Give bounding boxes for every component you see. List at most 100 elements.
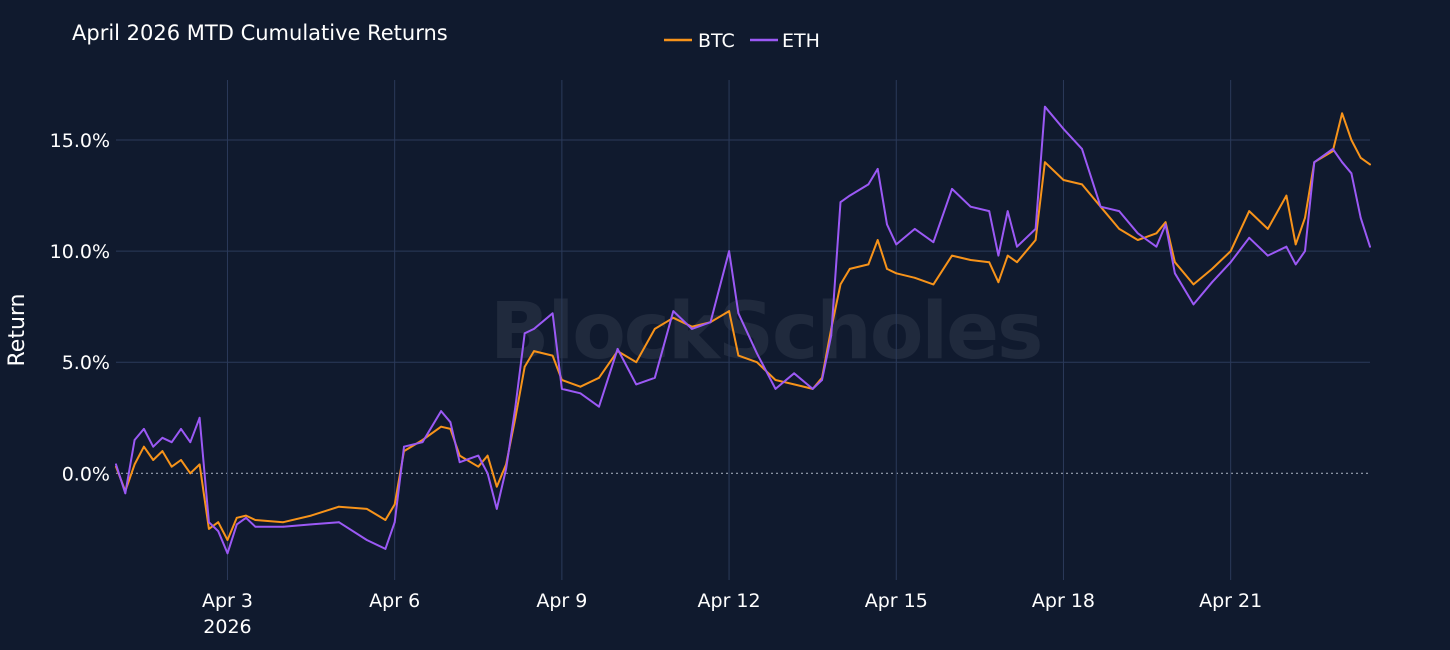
- data-point-eth-58: [913, 228, 916, 230]
- data-point-btc-79: [1248, 210, 1251, 213]
- data-point-eth-45: [737, 312, 740, 315]
- data-point-btc-53: [848, 268, 851, 270]
- data-point-btc-65: [1016, 261, 1018, 264]
- data-point-btc-34: [551, 354, 554, 357]
- x-tick-label-5: Apr 18: [1032, 590, 1095, 612]
- data-point-eth-59: [932, 241, 935, 244]
- data-point-eth-31: [514, 405, 517, 408]
- data-point-btc-36: [579, 385, 582, 388]
- data-point-eth-60: [951, 188, 953, 190]
- data-point-eth-20: [384, 548, 387, 550]
- data-point-btc-62: [988, 261, 991, 264]
- data-point-btc-6: [170, 465, 173, 468]
- data-point-btc-7: [180, 459, 182, 461]
- y-tick-label-2: 10.0%: [50, 241, 110, 263]
- x-tick-label-1: Apr 6: [369, 590, 420, 612]
- data-point-eth-24: [440, 410, 442, 412]
- data-point-eth-3: [143, 428, 145, 430]
- data-point-btc-76: [1192, 283, 1195, 286]
- data-point-eth-39: [635, 383, 638, 386]
- data-point-btc-21: [393, 503, 396, 506]
- data-point-btc-16: [282, 521, 285, 524]
- data-point-btc-8: [189, 472, 192, 475]
- data-point-btc-44: [728, 310, 730, 312]
- series-line-eth: [115, 105, 1371, 555]
- data-point-eth-77: [1211, 281, 1213, 284]
- data-point-btc-60: [951, 254, 953, 257]
- data-point-eth-82: [1294, 263, 1297, 266]
- data-point-eth-30: [505, 468, 507, 470]
- data-point-eth-71: [1118, 210, 1121, 213]
- data-point-btc-69: [1081, 183, 1083, 186]
- data-point-eth-33: [533, 328, 535, 330]
- data-point-btc-78: [1229, 250, 1232, 253]
- data-point-eth-0: [115, 463, 117, 466]
- x-tick-label-2: Apr 9: [536, 590, 587, 612]
- data-point-eth-64: [1006, 210, 1009, 213]
- x-tick-label-6: Apr 21: [1199, 590, 1262, 612]
- data-point-eth-26: [458, 461, 461, 464]
- data-point-eth-85: [1331, 148, 1334, 150]
- data-point-btc-63: [997, 281, 1000, 284]
- data-point-btc-67: [1044, 161, 1046, 164]
- data-point-eth-81: [1285, 245, 1288, 248]
- data-point-eth-34: [551, 312, 554, 315]
- data-point-eth-57: [895, 243, 898, 246]
- data-point-btc-17: [310, 514, 312, 517]
- data-point-eth-12: [226, 552, 229, 555]
- chart-title: April 2026 MTD Cumulative Returns: [72, 21, 448, 45]
- data-point-btc-75: [1174, 261, 1176, 264]
- data-point-btc-55: [876, 239, 879, 241]
- data-point-btc-12: [226, 539, 229, 541]
- data-point-eth-76: [1192, 303, 1195, 306]
- data-point-eth-73: [1155, 245, 1158, 248]
- data-point-btc-11: [217, 521, 220, 524]
- data-point-eth-69: [1081, 148, 1083, 150]
- data-point-eth-63: [997, 254, 1000, 257]
- data-point-eth-17: [310, 523, 312, 526]
- data-point-eth-38: [616, 348, 619, 350]
- data-point-btc-32: [523, 365, 526, 368]
- data-point-eth-16: [282, 525, 285, 528]
- legend: BTC ETH: [664, 30, 820, 52]
- data-point-btc-41: [672, 316, 675, 319]
- data-point-eth-49: [811, 388, 814, 390]
- data-point-btc-77: [1211, 268, 1213, 270]
- data-point-eth-9: [198, 416, 201, 419]
- data-point-eth-15: [254, 525, 257, 528]
- data-point-btc-27: [477, 465, 480, 468]
- y-axis-ticks: 0.0% 5.0% 10.0% 15.0%: [50, 130, 110, 485]
- data-point-btc-19: [365, 508, 368, 510]
- data-point-eth-2: [133, 439, 136, 441]
- data-point-btc-45: [737, 354, 740, 357]
- data-point-btc-71: [1118, 228, 1121, 230]
- data-point-btc-89: [1369, 163, 1371, 166]
- data-point-eth-55: [876, 168, 879, 170]
- data-point-eth-47: [774, 388, 777, 390]
- x-tick-sublabel-0: 2026: [203, 616, 251, 638]
- data-point-eth-51: [830, 334, 833, 337]
- data-point-eth-70: [1099, 205, 1102, 208]
- data-point-eth-66: [1034, 228, 1037, 230]
- data-point-btc-82: [1294, 243, 1297, 246]
- data-point-eth-54: [867, 183, 870, 186]
- data-point-btc-74: [1164, 221, 1167, 224]
- data-point-eth-84: [1313, 161, 1316, 164]
- data-point-btc-13: [235, 516, 238, 519]
- data-point-eth-23: [421, 441, 424, 444]
- data-point-btc-88: [1359, 156, 1362, 159]
- data-point-eth-48: [793, 372, 795, 375]
- data-point-btc-61: [969, 259, 972, 261]
- data-point-btc-4: [152, 459, 155, 461]
- x-tick-label-0: Apr 3: [202, 590, 253, 612]
- data-point-eth-35: [561, 388, 563, 390]
- data-point-eth-78: [1229, 261, 1232, 264]
- data-point-eth-72: [1136, 232, 1139, 235]
- data-point-btc-28: [486, 454, 489, 457]
- data-point-btc-87: [1350, 139, 1353, 141]
- data-point-eth-21: [393, 521, 396, 524]
- data-point-eth-36: [579, 392, 582, 395]
- data-point-btc-40: [653, 328, 656, 330]
- y-tick-label-1: 5.0%: [62, 352, 110, 374]
- legend-eth-label: ETH: [782, 30, 820, 52]
